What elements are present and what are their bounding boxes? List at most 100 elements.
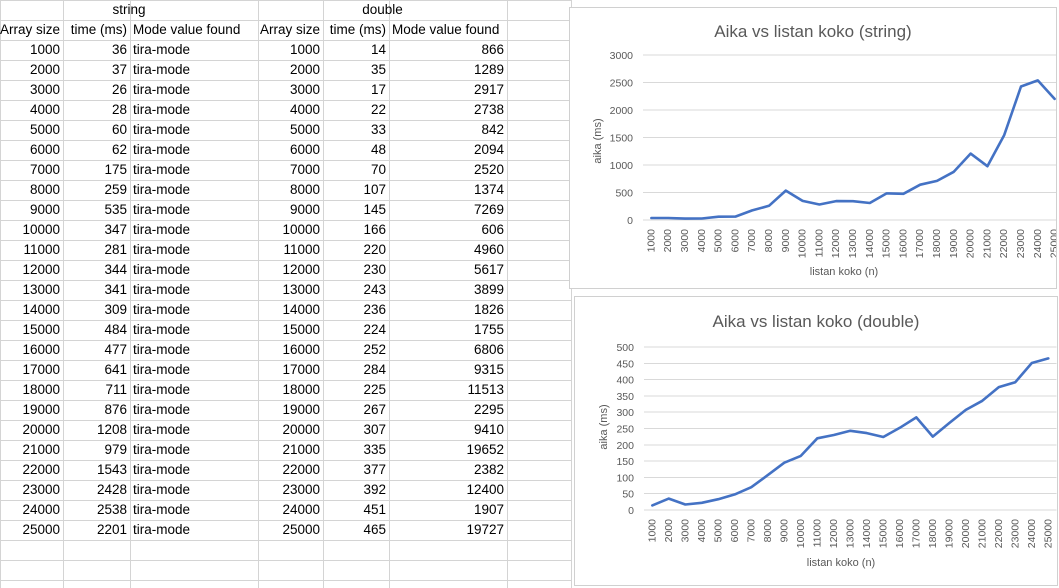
string-size-cell[interactable]: 8000 [29,182,60,197]
column-header-time[interactable]: time (ms) [329,22,386,37]
string-size-cell[interactable]: 18000 [22,382,60,397]
double-size-cell[interactable]: 16000 [282,342,320,357]
string-mode-cell[interactable]: tira-mode [133,462,191,477]
string-time-cell[interactable]: 281 [104,242,127,257]
column-header-array-size[interactable]: Array size [259,22,320,37]
string-size-cell[interactable]: 24000 [22,502,60,517]
double-time-cell[interactable]: 465 [363,522,386,537]
double-time-cell[interactable]: 107 [363,182,386,197]
string-size-cell[interactable]: 9000 [29,202,60,217]
double-time-cell[interactable]: 267 [363,402,386,417]
double-mode-cell[interactable]: 3899 [473,282,504,297]
double-mode-cell[interactable]: 11513 [467,382,504,397]
double-time-cell[interactable]: 70 [370,162,386,177]
double-size-cell[interactable]: 17000 [282,362,320,377]
string-time-cell[interactable]: 477 [104,342,127,357]
string-mode-cell[interactable]: tira-mode [133,502,191,517]
string-time-cell[interactable]: 37 [111,62,127,77]
double-time-cell[interactable]: 230 [363,262,386,277]
double-size-cell[interactable]: 22000 [282,462,320,477]
string-size-cell[interactable]: 22000 [22,462,60,477]
double-time-cell[interactable]: 252 [363,342,386,357]
string-time-cell[interactable]: 259 [104,182,127,197]
string-mode-cell[interactable]: tira-mode [133,522,191,537]
string-mode-cell[interactable]: tira-mode [133,42,191,57]
string-time-cell[interactable]: 341 [104,282,127,297]
double-time-cell[interactable]: 225 [363,382,386,397]
string-mode-cell[interactable]: tira-mode [133,422,191,437]
string-mode-cell[interactable]: tira-mode [133,162,191,177]
double-time-cell[interactable]: 377 [363,462,386,477]
double-mode-cell[interactable]: 2738 [473,102,504,117]
string-mode-cell[interactable]: tira-mode [133,182,191,197]
double-mode-cell[interactable]: 1289 [473,62,504,77]
double-size-cell[interactable]: 19000 [282,402,320,417]
double-mode-cell[interactable]: 1374 [473,182,504,197]
string-time-cell[interactable]: 484 [104,322,127,337]
string-mode-cell[interactable]: tira-mode [133,242,191,257]
double-mode-cell[interactable]: 2382 [473,462,504,477]
string-mode-cell[interactable]: tira-mode [133,382,191,397]
double-mode-cell[interactable]: 19727 [466,522,504,537]
double-size-cell[interactable]: 6000 [289,142,320,157]
string-time-cell[interactable]: 26 [111,82,127,97]
double-size-cell[interactable]: 25000 [282,522,320,537]
double-size-cell[interactable]: 21000 [282,442,320,457]
string-size-cell[interactable]: 5000 [29,122,60,137]
double-time-cell[interactable]: 392 [363,482,386,497]
string-size-cell[interactable]: 23000 [22,482,60,497]
string-time-cell[interactable]: 344 [104,262,127,277]
double-mode-cell[interactable]: 1907 [473,502,504,517]
string-time-cell[interactable]: 347 [104,222,127,237]
string-time-cell[interactable]: 62 [111,142,127,157]
string-time-cell[interactable]: 2428 [96,482,127,497]
string-size-cell[interactable]: 20000 [22,422,60,437]
double-size-cell[interactable]: 9000 [289,202,320,217]
double-time-cell[interactable]: 35 [370,62,386,77]
string-size-cell[interactable]: 2000 [29,62,60,77]
string-mode-cell[interactable]: tira-mode [133,282,191,297]
double-size-cell[interactable]: 15000 [282,322,320,337]
string-mode-cell[interactable]: tira-mode [133,342,191,357]
string-size-cell[interactable]: 16000 [22,342,60,357]
string-mode-cell[interactable]: tira-mode [133,62,191,77]
double-size-cell[interactable]: 24000 [282,502,320,517]
double-size-cell[interactable]: 2000 [289,62,320,77]
double-time-cell[interactable]: 17 [370,82,386,97]
string-time-cell[interactable]: 36 [111,42,127,57]
string-time-cell[interactable]: 175 [104,162,127,177]
double-size-cell[interactable]: 13000 [282,282,320,297]
double-size-cell[interactable]: 14000 [282,302,320,317]
double-size-cell[interactable]: 8000 [289,182,320,197]
double-size-cell[interactable]: 4000 [289,102,320,117]
double-size-cell[interactable]: 18000 [282,382,320,397]
double-mode-cell[interactable]: 1826 [473,302,504,317]
double-size-cell[interactable]: 7000 [289,162,320,177]
double-time-cell[interactable]: 145 [363,202,386,217]
double-mode-cell[interactable]: 9315 [473,362,504,377]
column-header-array-size[interactable]: Array size [0,22,61,37]
string-time-cell[interactable]: 711 [105,382,127,397]
double-mode-cell[interactable]: 606 [481,222,504,237]
string-size-cell[interactable]: 12000 [22,262,60,277]
string-size-cell[interactable]: 6000 [29,142,60,157]
double-mode-cell[interactable]: 9410 [473,422,504,437]
double-size-cell[interactable]: 11000 [283,242,320,257]
string-size-cell[interactable]: 15000 [22,322,60,337]
double-mode-cell[interactable]: 1755 [473,322,504,337]
string-mode-cell[interactable]: tira-mode [133,322,191,337]
double-time-cell[interactable]: 451 [363,502,386,517]
double-time-cell[interactable]: 33 [370,122,386,137]
string-mode-cell[interactable]: tira-mode [133,202,191,217]
double-time-cell[interactable]: 307 [363,422,386,437]
double-time-cell[interactable]: 220 [363,242,386,257]
string-time-cell[interactable]: 28 [111,102,127,117]
double-mode-cell[interactable]: 5617 [473,262,504,277]
string-mode-cell[interactable]: tira-mode [133,482,191,497]
string-size-cell[interactable]: 11000 [23,242,60,257]
double-mode-cell[interactable]: 2917 [473,82,504,97]
string-size-cell[interactable]: 1000 [29,42,60,57]
string-size-cell[interactable]: 14000 [22,302,60,317]
string-time-cell[interactable]: 876 [104,402,127,417]
string-mode-cell[interactable]: tira-mode [133,362,191,377]
